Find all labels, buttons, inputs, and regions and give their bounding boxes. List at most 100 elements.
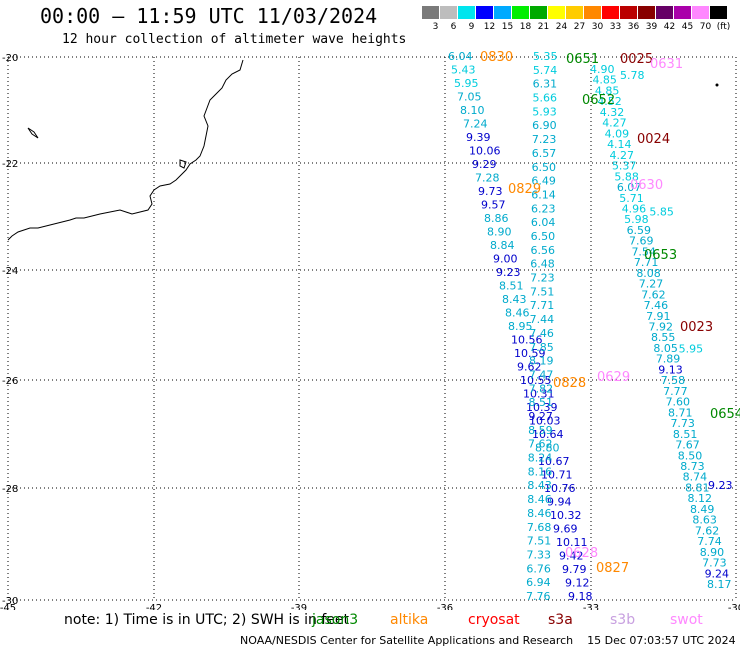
wave-height-a: 10.03 (529, 415, 561, 428)
wave-height-d: 9.23 (708, 479, 733, 492)
wave-height-c: 7.54 (631, 245, 656, 258)
lat-label: -28 (2, 484, 18, 495)
scale-swatch (566, 6, 583, 19)
wave-height-a: 7.28 (475, 172, 500, 185)
wave-height-c: 7.27 (639, 278, 664, 291)
pass-time-altika: 0828 (553, 376, 586, 391)
wave-height-b: 6.94 (526, 576, 551, 589)
wave-height-d: 5.78 (620, 69, 645, 82)
wave-height-a: 6.04 (448, 50, 473, 63)
wave-height-b: 6.49 (531, 175, 556, 188)
island (27, 127, 39, 139)
page-title: 00:00 – 11:59 UTC 11/03/2024 (40, 4, 378, 28)
wave-height-a: 10.11 (556, 536, 588, 549)
wave-height-c: 8.49 (690, 503, 715, 516)
wave-height-c: 4.96 (622, 202, 647, 215)
credit-line: NOAA/NESDIS Center for Satellite Applica… (240, 634, 736, 647)
scale-swatch (620, 6, 637, 19)
wave-height-a: 9.39 (466, 131, 491, 144)
wave-height-a: 10.56 (511, 334, 543, 347)
wave-height-a: 9.94 (547, 496, 572, 509)
lat-label: -26 (2, 376, 18, 387)
wave-height-c: 7.62 (641, 288, 666, 301)
wave-height-b: 7.62 (528, 438, 553, 451)
wave-height-b: 6.57 (532, 147, 557, 160)
wave-height-a: 10.59 (514, 347, 546, 360)
scale-label: 70 (699, 22, 712, 32)
wave-height-b: 7.23 (532, 133, 557, 146)
scale-label: 15 (501, 22, 514, 32)
wave-height-a: 9.73 (478, 185, 503, 198)
wave-height-a: 7.24 (463, 118, 488, 131)
wave-height-b: 7.71 (530, 299, 555, 312)
scale-label: 27 (573, 22, 586, 32)
scale-label: 36 (627, 22, 640, 32)
wave-height-b: 5.66 (532, 92, 557, 105)
wave-height-b: 8.43 (527, 479, 552, 492)
scale-label: (ft) (716, 22, 731, 32)
wave-height-a: 8.10 (460, 104, 485, 117)
lon-label: -45 (0, 603, 16, 610)
scale-label: 6 (450, 22, 457, 32)
scale-swatch (422, 6, 439, 19)
pass-time-jason3: 0652 (582, 93, 615, 108)
wave-height-c: 7.60 (666, 396, 691, 409)
wave-height-a: 5.95 (454, 77, 479, 90)
wave-height-c: 4.27 (610, 149, 635, 162)
wave-height-c: 8.74 (683, 471, 708, 484)
wave-height-c: 4.14 (607, 138, 632, 151)
wave-height-c: 8.12 (688, 492, 713, 505)
wave-height-a: 10.64 (532, 428, 564, 441)
scale-swatch (458, 6, 475, 19)
wave-height-a: 9.42 (559, 550, 584, 563)
scale-label: 39 (645, 22, 658, 32)
wave-height-c: 7.74 (697, 535, 722, 548)
pass-time-altika: 0830 (480, 50, 513, 65)
wave-height-c: 7.67 (675, 439, 700, 452)
wave-height-c: 5.88 (614, 170, 639, 183)
wave-height-c: 5.71 (619, 192, 644, 205)
wave-height-a: 10.31 (523, 388, 555, 401)
satellite-swot: swot (670, 612, 703, 628)
wave-height-a: 9.57 (481, 199, 506, 212)
wave-height-c: 8.08 (636, 267, 661, 280)
scale-swatch (530, 6, 547, 19)
wave-height-c: 7.91 (646, 310, 671, 323)
map-grid (7, 56, 737, 601)
scale-label: 3 (432, 22, 439, 32)
scale-label: 9 (468, 22, 475, 32)
wave-height-c: 4.85 (595, 84, 620, 97)
wave-height-c: 7.77 (663, 385, 688, 398)
scale-label: 24 (555, 22, 568, 32)
wave-height-a: 8.86 (484, 212, 509, 225)
wave-height-a: 10.06 (469, 145, 501, 158)
wave-height-a: 10.67 (538, 455, 570, 468)
wave-height-a: 8.46 (505, 307, 530, 320)
wave-height-b: 7.68 (527, 521, 552, 534)
wave-height-b: 8.46 (527, 493, 552, 506)
altimeter-map: -20-22-24-26-28-30-45-42-39-36-33-30 6.0… (0, 50, 740, 610)
satellite-altika: altika (390, 612, 429, 628)
map-axis-labels: -20-22-24-26-28-30-45-42-39-36-33-30 (0, 53, 740, 610)
island (179, 159, 187, 169)
wave-height-c: 7.89 (656, 353, 681, 366)
satellite-jason3: jason3 (312, 612, 359, 628)
wave-height-a: 7.05 (457, 91, 482, 104)
pass-time-jason3: 0651 (566, 52, 599, 67)
wave-height-c: 4.27 (602, 117, 627, 130)
scale-label: 18 (519, 22, 532, 32)
wave-height-c: 5.98 (624, 213, 649, 226)
wave-height-a: 10.71 (541, 469, 573, 482)
wave-height-c: 8.81 (685, 481, 710, 494)
wave-height-b: 5.74 (533, 64, 558, 77)
wave-height-c: 4.32 (600, 106, 625, 119)
pass-time-swot: 0630 (630, 178, 663, 193)
scale-label: 45 (681, 22, 694, 32)
island-dot (715, 83, 719, 87)
wave-height-b: 8.16 (528, 465, 553, 478)
wave-height-c: 8.17 (707, 578, 732, 591)
scale-swatch (476, 6, 493, 19)
pass-time-s3a: 0023 (680, 320, 713, 335)
wave-height-b: 6.23 (531, 202, 556, 215)
wave-height-b: 7.44 (530, 313, 555, 326)
